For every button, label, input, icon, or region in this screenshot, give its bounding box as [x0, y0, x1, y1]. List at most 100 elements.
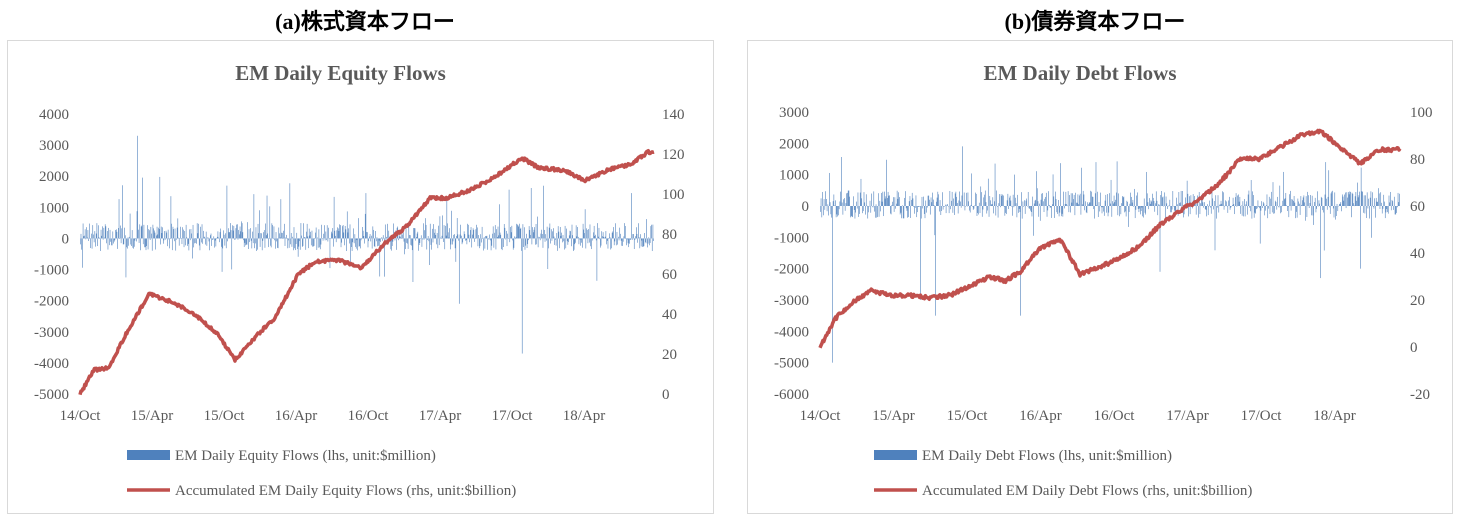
daily-flow-bar — [1221, 203, 1223, 206]
daily-flow-bar — [444, 238, 446, 250]
daily-flow-bar — [194, 238, 195, 244]
daily-flow-bar — [1366, 192, 1368, 206]
daily-flow-bar — [1317, 191, 1318, 206]
daily-flow-bar — [644, 233, 645, 239]
daily-flow-bar — [453, 234, 455, 239]
daily-flow-bar — [916, 206, 918, 218]
daily-flow-bar — [534, 227, 535, 239]
daily-flow-bar — [1005, 206, 1006, 213]
daily-flow-bar — [1357, 197, 1359, 206]
daily-flow-bar — [1140, 206, 1142, 211]
daily-flow-bar — [1391, 199, 1393, 206]
daily-flow-bar — [554, 238, 556, 245]
daily-flow-bar — [1047, 206, 1049, 211]
daily-flow-bar — [1268, 196, 1270, 206]
daily-flow-bar — [449, 238, 451, 250]
right-tick-label: 140 — [662, 107, 685, 123]
daily-flow-bar — [286, 238, 288, 239]
daily-flow-bar — [560, 235, 562, 239]
daily-flow-bar — [244, 238, 246, 243]
daily-flow-bar — [1106, 194, 1108, 206]
daily-flow-bar — [1331, 191, 1333, 206]
daily-flow-bar — [1354, 205, 1355, 207]
daily-flow-bar — [1151, 201, 1153, 206]
daily-flow-bar — [526, 238, 528, 249]
daily-flow-bar — [841, 202, 843, 206]
daily-flow-bar — [1149, 203, 1151, 206]
daily-flow-bar — [1376, 201, 1378, 206]
daily-flow-bar — [569, 230, 571, 239]
daily-flow-bar — [956, 196, 957, 206]
daily-flow-bar — [497, 226, 499, 239]
daily-flow-bar — [1390, 191, 1391, 206]
daily-flow-bar — [580, 238, 582, 240]
daily-flow-bar — [891, 204, 893, 206]
daily-flow-bar — [247, 222, 248, 239]
daily-flow-bar — [868, 206, 870, 207]
daily-flow-bar — [847, 190, 849, 206]
daily-flow-bar — [263, 232, 264, 239]
right-tick-label: 20 — [662, 347, 677, 363]
daily-flow-bar — [1108, 206, 1110, 213]
daily-flow-bar — [1085, 206, 1087, 213]
daily-flow-bar — [201, 238, 202, 243]
daily-flow-bar — [1218, 206, 1220, 213]
daily-flow-bar — [1325, 162, 1327, 206]
daily-flow-bar — [987, 206, 988, 211]
x-tick-label: 15/Apr — [131, 408, 174, 424]
daily-flow-bar — [1021, 192, 1022, 206]
daily-flow-bar — [1105, 194, 1107, 206]
daily-flow-bar — [1232, 205, 1233, 206]
daily-flow-bar — [1203, 206, 1204, 208]
daily-flow-bar — [1155, 191, 1157, 206]
daily-flow-bar — [1195, 206, 1197, 215]
daily-flow-bar — [1253, 206, 1255, 218]
daily-flow-bar — [522, 224, 524, 239]
daily-flow-bar — [1287, 206, 1288, 212]
daily-flow-bar — [1042, 193, 1043, 206]
daily-flow-bar — [418, 238, 420, 246]
daily-flow-bar — [435, 234, 437, 239]
daily-flow-bar — [943, 206, 945, 207]
daily-flow-bar — [236, 224, 237, 239]
daily-flow-bar — [1339, 203, 1341, 206]
daily-flow-bar — [1225, 200, 1226, 206]
daily-flow-bar — [856, 201, 857, 206]
daily-flow-bar — [210, 233, 212, 239]
daily-flow-bar — [545, 234, 547, 239]
daily-flow-bar — [340, 225, 341, 239]
daily-flow-bar — [1174, 206, 1176, 216]
daily-flow-bar — [591, 238, 592, 250]
daily-flow-bar — [1286, 205, 1287, 206]
daily-flow-bar — [621, 238, 623, 246]
daily-flow-bar — [888, 195, 890, 206]
daily-flow-bar — [1224, 205, 1226, 207]
daily-flow-bar — [1330, 193, 1332, 206]
daily-flow-bar — [1084, 206, 1085, 211]
daily-flow-bar — [472, 234, 473, 239]
daily-flow-bar — [224, 238, 226, 246]
legend-bar-label: EM Daily Equity Flows (lhs, unit:$millio… — [175, 448, 436, 464]
daily-flow-bar — [460, 224, 461, 239]
daily-flow-bar — [261, 233, 262, 239]
daily-flow-bar — [972, 206, 974, 210]
daily-flow-bar — [1238, 201, 1240, 206]
daily-flow-bar — [595, 238, 597, 241]
daily-flow-bar — [1053, 196, 1055, 206]
daily-flow-bar — [1212, 198, 1214, 206]
daily-flow-bar — [1001, 195, 1003, 206]
daily-flow-bar — [468, 234, 470, 239]
daily-flow-bar — [1382, 206, 1384, 209]
daily-flow-bar — [899, 197, 900, 206]
daily-flow-bar — [230, 223, 231, 239]
daily-flow-bar — [911, 192, 913, 206]
daily-flow-bar — [177, 218, 179, 239]
daily-flow-bar — [303, 223, 304, 239]
daily-flow-bar — [319, 238, 320, 248]
daily-flow-bar — [313, 238, 315, 246]
daily-flow-bar — [264, 238, 266, 248]
daily-flow-bar — [128, 238, 130, 246]
daily-flow-bar — [925, 200, 927, 206]
daily-flow-bar — [314, 238, 316, 239]
daily-flow-bar — [104, 224, 106, 239]
